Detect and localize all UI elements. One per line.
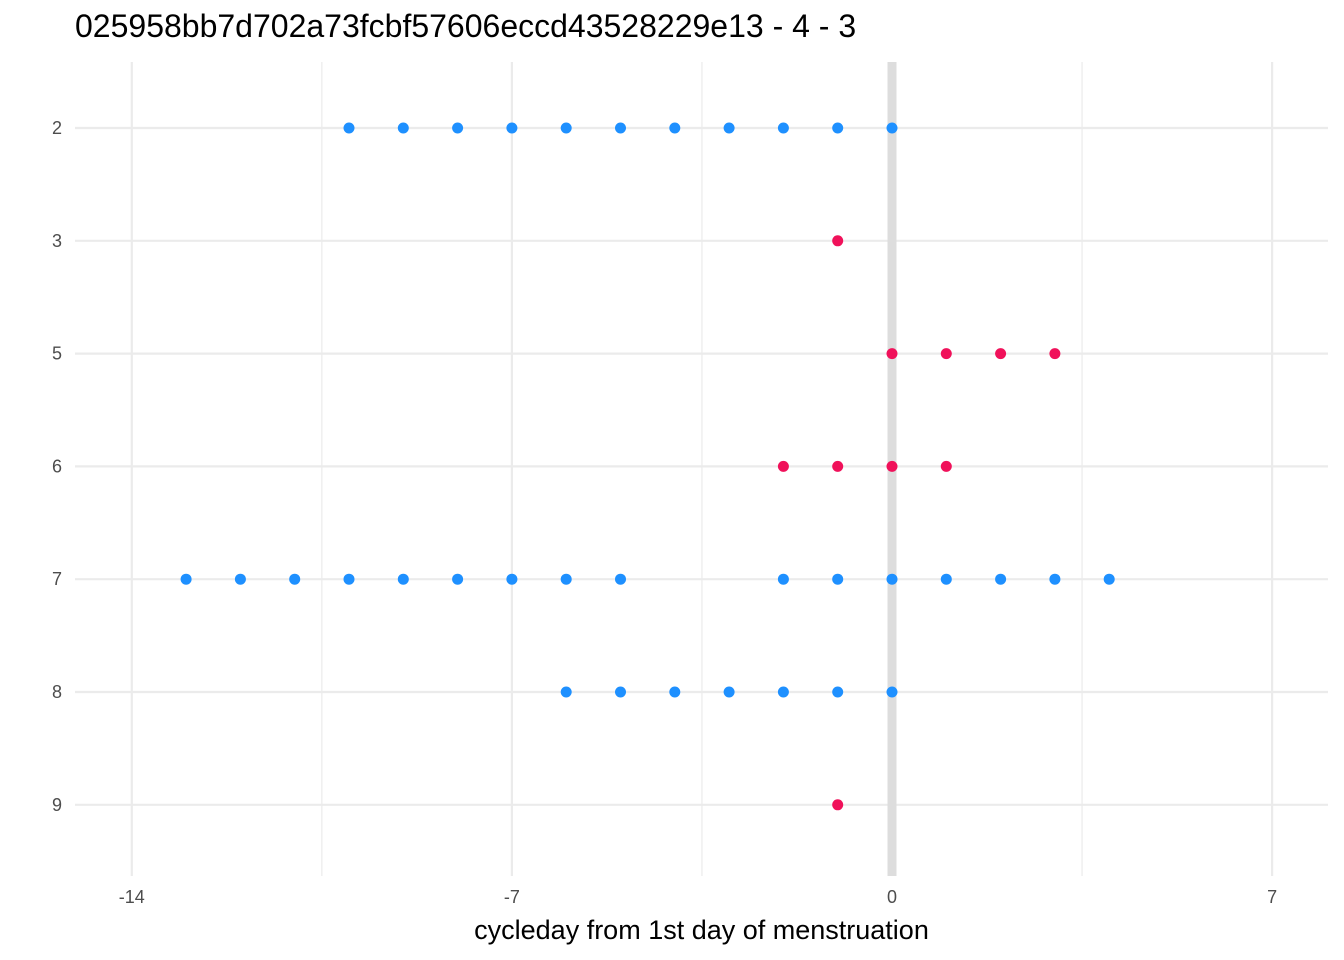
x-tick-label: 0 [887, 887, 897, 907]
chart-title: 025958bb7d702a73fcbf57606eccd43528229e13… [75, 8, 857, 44]
y-tick-label: 9 [52, 795, 62, 815]
data-point [940, 348, 952, 360]
minor-gridlines [321, 62, 1083, 876]
x-tick-labels: -14 -7 0 7 [119, 887, 1277, 907]
data-point [452, 122, 464, 134]
data-point [777, 460, 789, 472]
data-point [832, 573, 844, 585]
y-tick-label: 7 [52, 569, 62, 589]
data-point [506, 573, 518, 585]
data-point [832, 686, 844, 698]
data-point [832, 799, 844, 811]
data-point [832, 460, 844, 472]
data-point [615, 573, 626, 585]
data-point [615, 686, 626, 698]
data-point [777, 686, 789, 698]
data-point [777, 122, 789, 134]
data-point [995, 573, 1007, 585]
data-point [669, 686, 681, 698]
y-tick-label: 5 [52, 344, 62, 364]
x-axis-title: cycleday from 1st day of menstruation [474, 915, 929, 945]
data-point [289, 573, 301, 585]
data-point [452, 573, 464, 585]
data-point [886, 573, 898, 585]
data-point [560, 122, 572, 134]
data-point [723, 686, 735, 698]
y-tick-label: 2 [52, 118, 62, 138]
data-point [343, 122, 355, 134]
data-point [1103, 573, 1115, 585]
y-tick-label: 3 [52, 231, 62, 251]
x-tick-label: -14 [119, 887, 145, 907]
data-point [886, 460, 898, 472]
data-point [1049, 348, 1061, 360]
data-point [777, 573, 789, 585]
data-point [940, 573, 952, 585]
data-point [343, 573, 355, 585]
data-point [886, 122, 898, 134]
data-point [180, 573, 192, 585]
y-tick-labels: 2 3 5 6 7 8 9 [52, 118, 62, 815]
y-tick-label: 6 [52, 456, 62, 476]
data-point [615, 122, 626, 134]
data-point [723, 122, 735, 134]
y-tick-label: 8 [52, 682, 62, 702]
x-tick-label: -7 [504, 887, 520, 907]
data-point [832, 122, 844, 134]
data-points [180, 122, 1115, 811]
data-point [506, 122, 518, 134]
x-tick-label: 7 [1267, 887, 1277, 907]
data-point [1049, 573, 1061, 585]
data-point [234, 573, 246, 585]
data-point [886, 686, 898, 698]
major-gridlines [75, 62, 1328, 876]
data-point [560, 686, 572, 698]
data-point [886, 348, 898, 360]
data-point [995, 348, 1007, 360]
data-point [397, 122, 409, 134]
data-point [397, 573, 409, 585]
data-point [832, 235, 844, 247]
data-point [669, 122, 681, 134]
data-point [560, 573, 572, 585]
data-point [940, 460, 952, 472]
